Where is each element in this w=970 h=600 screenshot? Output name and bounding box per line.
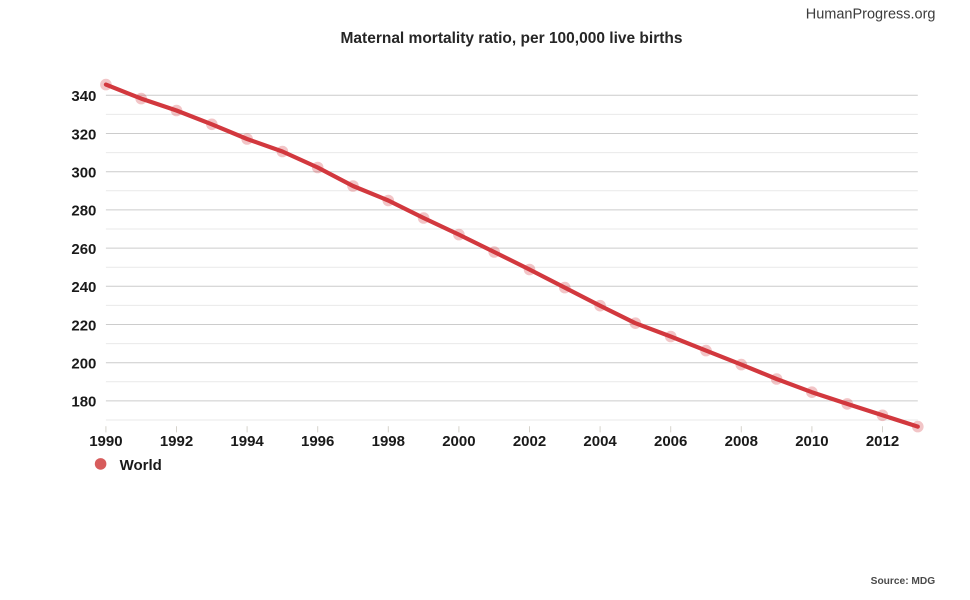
svg-text:2006: 2006 <box>654 433 687 450</box>
svg-text:2002: 2002 <box>513 433 546 450</box>
svg-text:1998: 1998 <box>372 433 405 450</box>
svg-text:340: 340 <box>71 88 96 105</box>
svg-text:260: 260 <box>71 241 96 258</box>
svg-text:320: 320 <box>71 126 96 143</box>
svg-text:1994: 1994 <box>230 433 264 450</box>
svg-text:180: 180 <box>71 394 96 411</box>
svg-text:2010: 2010 <box>795 433 828 450</box>
svg-text:Source: MDG: Source: MDG <box>871 576 936 587</box>
svg-text:HumanProgress.org: HumanProgress.org <box>806 7 936 23</box>
svg-text:1996: 1996 <box>301 433 334 450</box>
svg-text:240: 240 <box>71 279 96 296</box>
svg-text:200: 200 <box>71 356 96 373</box>
svg-text:300: 300 <box>71 165 96 182</box>
svg-text:1992: 1992 <box>160 433 193 450</box>
svg-text:2004: 2004 <box>583 433 617 450</box>
svg-text:2012: 2012 <box>866 433 899 450</box>
svg-text:World: World <box>120 457 162 474</box>
svg-text:1990: 1990 <box>89 433 122 450</box>
svg-text:2008: 2008 <box>725 433 758 450</box>
svg-text:2000: 2000 <box>442 433 475 450</box>
svg-text:280: 280 <box>71 203 96 220</box>
svg-text:Maternal mortality ratio, per: Maternal mortality ratio, per 100,000 li… <box>341 30 683 47</box>
svg-text:220: 220 <box>71 317 96 334</box>
